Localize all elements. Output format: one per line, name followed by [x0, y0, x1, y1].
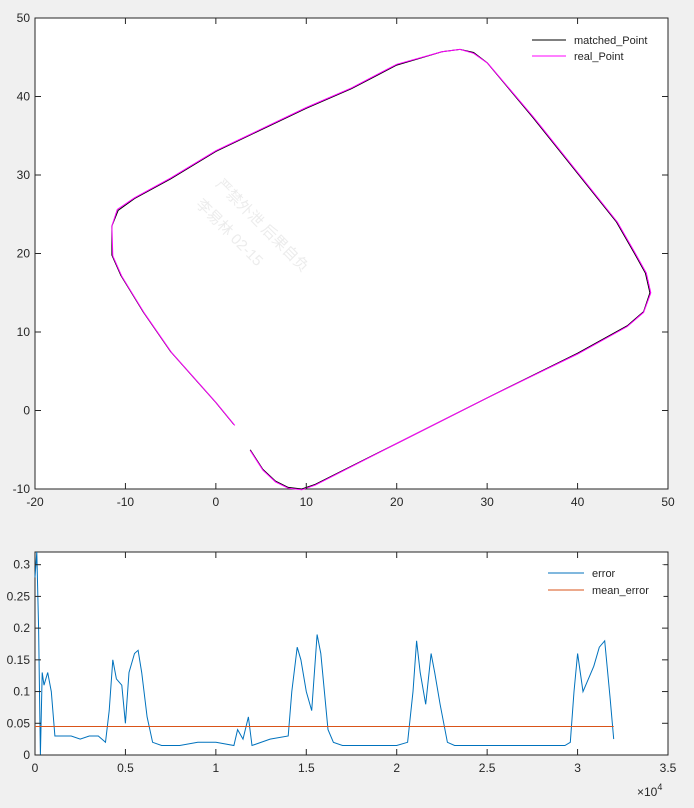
trajectory-y-tick-label: -10	[13, 482, 31, 496]
legend-matched-point-label: matched_Point	[574, 35, 647, 47]
trajectory-y-tick-label: 20	[17, 247, 31, 261]
trajectory-x-tick-label: 30	[480, 495, 494, 509]
trajectory-series-real-point	[111, 48, 652, 491]
error-x-tick-label: 1	[213, 761, 220, 775]
trajectory-x-tick-label: 0	[213, 495, 220, 509]
trajectory-axes-box	[34, 17, 669, 490]
x-exponent-power: 4	[657, 782, 662, 792]
error-y-tick-label: 0.1	[13, 685, 30, 699]
error-x-tick-label: 3.5	[660, 761, 677, 775]
error-x-tick-label: 1.5	[298, 761, 315, 775]
error-y-tick-label: 0.2	[13, 621, 30, 635]
trajectory-y-tick-label: 40	[17, 90, 31, 104]
trajectory-legend: matched_Point real_Point	[525, 30, 665, 66]
legend-error-label: error	[592, 568, 616, 580]
error-x-tick-label: 0.5	[117, 761, 134, 775]
x-exponent-base: ×10	[637, 785, 658, 799]
error-legend-box	[542, 564, 664, 600]
error-y-tick-label: 0.25	[7, 589, 31, 603]
error-y-tick-label: 0.3	[13, 558, 30, 572]
trajectory-y-tick-label: 0	[23, 404, 30, 418]
trajectory-x-tick-label: -10	[117, 495, 135, 509]
legend-real-point-label: real_Point	[574, 51, 624, 63]
error-lines	[34, 551, 615, 756]
trajectory-x-tick-label: 40	[571, 495, 585, 509]
error-ticks: 0 0.5 1 1.5 2 2.5 3 3.5 0 0.05 0.1 0.15 0.2 0.25 0.3	[7, 552, 677, 775]
error-legend: error mean_error	[542, 564, 664, 600]
trajectory-x-tick-label: 20	[390, 495, 404, 509]
error-x-tick-label: 0	[32, 761, 39, 775]
trajectory-x-tick-label: -20	[26, 495, 44, 509]
error-y-tick-label: 0.05	[7, 716, 31, 730]
trajectory-y-tick-label: 10	[17, 325, 31, 339]
legend-mean-error-label: mean_error	[592, 585, 649, 597]
trajectory-legend-box	[525, 30, 665, 66]
error-series-error	[34, 551, 615, 756]
x-exponent-label: ×104	[637, 782, 662, 799]
trajectory-lines	[111, 48, 652, 491]
trajectory-y-tick-label: 30	[17, 168, 31, 182]
trajectory-x-tick-label: 50	[661, 495, 675, 509]
trajectory-y-tick-label: 50	[17, 11, 31, 25]
error-x-tick-label: 2	[393, 761, 400, 775]
error-plot: 0 0.5 1 1.5 2 2.5 3 3.5 0 0.05 0.1 0.15 0.2 0.25 0.3 e…	[7, 551, 677, 799]
error-y-tick-label: 0.15	[7, 653, 31, 667]
error-x-tick-label: 2.5	[479, 761, 496, 775]
error-y-tick-label: 0	[23, 748, 30, 762]
error-x-tick-label: 3	[574, 761, 581, 775]
trajectory-x-tick-label: 10	[300, 495, 314, 509]
